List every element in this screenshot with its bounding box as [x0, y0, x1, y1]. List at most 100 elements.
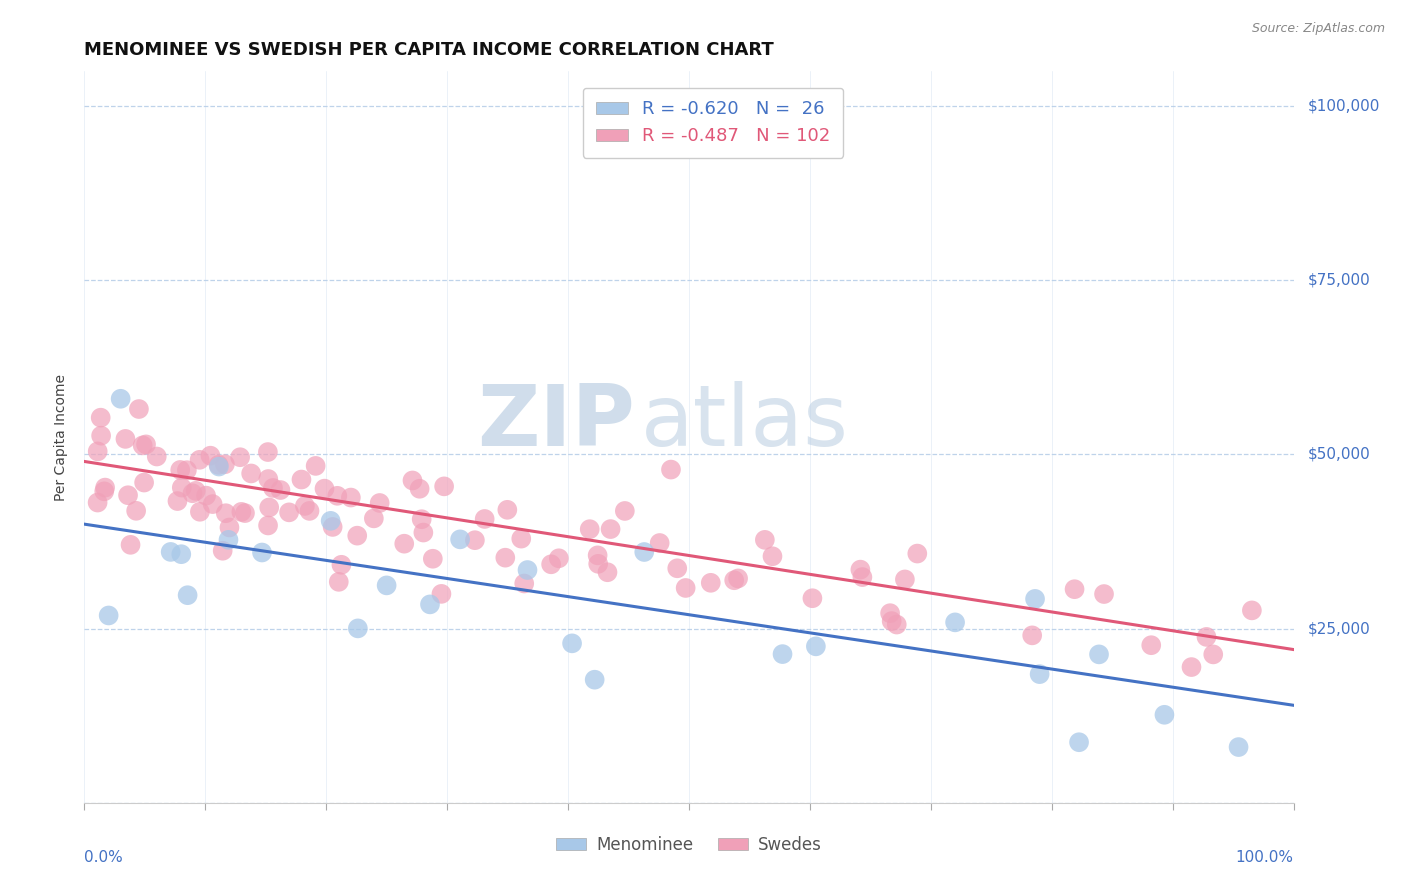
Point	[586, 549, 609, 563]
Point	[513, 576, 536, 591]
Point	[394, 537, 416, 551]
Point	[229, 450, 252, 465]
Point	[231, 505, 253, 519]
Point	[195, 489, 218, 503]
Point	[375, 578, 398, 592]
Point	[633, 545, 655, 559]
Point	[145, 450, 167, 464]
Point	[170, 547, 193, 561]
Point	[430, 587, 453, 601]
Text: MENOMINEE VS SWEDISH PER CAPITA INCOME CORRELATION CHART: MENOMINEE VS SWEDISH PER CAPITA INCOME C…	[84, 41, 775, 59]
Point	[761, 549, 783, 564]
Point	[659, 462, 682, 476]
Text: atlas: atlas	[641, 381, 849, 464]
Point	[547, 551, 569, 566]
Point	[257, 500, 280, 515]
Point	[304, 458, 326, 473]
Point	[114, 432, 136, 446]
Point	[240, 467, 263, 481]
Point	[208, 459, 231, 474]
Point	[218, 520, 240, 534]
Legend: Menominee, Swedes: Menominee, Swedes	[550, 829, 828, 860]
Point	[346, 529, 368, 543]
Text: ZIP: ZIP	[477, 381, 634, 464]
Point	[599, 522, 621, 536]
Point	[880, 614, 903, 628]
Point	[1024, 591, 1046, 606]
Point	[1195, 630, 1218, 644]
Point	[943, 615, 966, 630]
Point	[97, 608, 120, 623]
Point	[596, 566, 619, 580]
Point	[464, 533, 486, 548]
Point	[496, 503, 519, 517]
Point	[207, 458, 229, 472]
Point	[188, 505, 211, 519]
Point	[86, 495, 108, 509]
Point	[449, 533, 471, 547]
Text: $25,000: $25,000	[1308, 621, 1371, 636]
Point	[849, 563, 872, 577]
Point	[214, 457, 236, 471]
Point	[340, 491, 363, 505]
Point	[363, 511, 385, 525]
Point	[474, 512, 496, 526]
Point	[804, 640, 827, 654]
Point	[215, 506, 238, 520]
Point	[347, 621, 370, 635]
Point	[494, 550, 516, 565]
Point	[257, 518, 280, 533]
Point	[905, 547, 928, 561]
Point	[250, 545, 273, 559]
Point	[159, 545, 181, 559]
Point	[120, 538, 142, 552]
Point	[540, 558, 562, 572]
Point	[218, 533, 240, 547]
Point	[510, 532, 533, 546]
Point	[269, 483, 291, 497]
Point	[412, 525, 434, 540]
Point	[433, 479, 456, 493]
Point	[176, 463, 198, 477]
Point	[176, 588, 198, 602]
Point	[90, 410, 112, 425]
Point	[200, 449, 222, 463]
Point	[131, 438, 153, 452]
Point	[90, 428, 112, 442]
Point	[290, 473, 312, 487]
Point	[166, 494, 188, 508]
Point	[516, 563, 538, 577]
Point	[408, 482, 430, 496]
Point	[754, 533, 776, 547]
Point	[772, 647, 794, 661]
Point	[94, 481, 117, 495]
Point	[132, 475, 155, 490]
Point	[326, 489, 349, 503]
Point	[1092, 587, 1115, 601]
Point	[368, 496, 391, 510]
Point	[801, 591, 824, 606]
Point	[201, 497, 224, 511]
Point	[578, 522, 600, 536]
Text: Source: ZipAtlas.com: Source: ZipAtlas.com	[1251, 22, 1385, 36]
Point	[879, 606, 901, 620]
Text: 0.0%: 0.0%	[84, 850, 124, 865]
Point	[411, 512, 433, 526]
Point	[613, 504, 636, 518]
Point	[1140, 638, 1163, 652]
Point	[170, 481, 193, 495]
Point	[110, 392, 132, 406]
Point	[1180, 660, 1202, 674]
Text: $100,000: $100,000	[1308, 99, 1379, 113]
Text: $75,000: $75,000	[1308, 273, 1371, 288]
Point	[1021, 628, 1043, 642]
Point	[330, 558, 353, 572]
Text: 100.0%: 100.0%	[1236, 850, 1294, 865]
Point	[401, 474, 423, 488]
Point	[125, 504, 148, 518]
Point	[1240, 603, 1263, 617]
Point	[586, 557, 609, 571]
Point	[233, 506, 256, 520]
Point	[723, 574, 745, 588]
Point	[262, 481, 284, 495]
